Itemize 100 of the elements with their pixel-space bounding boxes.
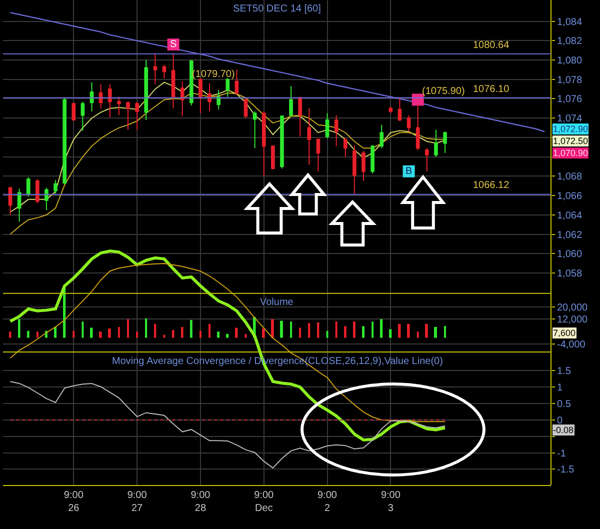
bar: [27, 330, 30, 338]
candlestick: [54, 180, 58, 194]
y-tick-label: 1,064: [557, 210, 582, 222]
candlestick: [424, 148, 429, 172]
bar: [108, 328, 111, 338]
candlestick: [17, 188, 22, 222]
y3-tick-label: 1.5: [557, 366, 572, 378]
bar: [145, 318, 148, 338]
candlestick: [280, 114, 284, 169]
candlestick: [398, 97, 402, 122]
bar: [90, 328, 93, 338]
annotation: (1075.90): [422, 86, 465, 97]
candlestick: [180, 80, 184, 117]
candlestick: [126, 101, 130, 130]
bar: [235, 328, 238, 338]
text: 1,072.50: [553, 136, 588, 146]
bar: [118, 326, 120, 338]
bar: [36, 332, 38, 338]
y-tick-label: 1,066: [557, 191, 582, 202]
candlestick: [198, 78, 202, 114]
bar: [82, 322, 84, 338]
candlestick: [262, 110, 266, 177]
candlestick: [443, 131, 447, 154]
candlestick: [307, 108, 312, 166]
bar: [271, 319, 274, 338]
y-tick-label: 1,068: [557, 172, 582, 183]
bar: [372, 322, 374, 338]
bar: [262, 328, 265, 338]
data-label: S: [170, 39, 177, 50]
bar: [181, 326, 184, 338]
y2-tick-label: -4,000: [557, 339, 586, 350]
y-tick-label: 1,060: [557, 249, 582, 260]
candlestick: [316, 138, 320, 172]
line-series: [10, 263, 446, 422]
bar: [280, 320, 283, 338]
candlestick: [171, 52, 176, 109]
bar: [208, 324, 211, 338]
bar: [380, 319, 383, 338]
bar: [226, 334, 229, 338]
y-tick-label: 1,080: [557, 56, 582, 67]
bar: [172, 330, 174, 338]
bar: [299, 328, 302, 338]
candlestick: [406, 114, 411, 132]
y3-tick-label: 0: [557, 415, 563, 426]
y-tick-label: 1,078: [557, 74, 582, 86]
ref-line-label: 1066.12: [473, 180, 510, 191]
candlestick: [62, 97, 67, 184]
candlestick: [216, 90, 220, 110]
candlestick: [370, 144, 374, 174]
bar: [326, 330, 328, 338]
bar: [72, 330, 75, 338]
x-tick-label: 9:00 26: [64, 490, 84, 514]
candlestick: [8, 186, 12, 216]
y-tick-label: 1,084: [557, 16, 582, 28]
candlestick: [289, 86, 293, 117]
ref-line-label: 1076.10: [473, 84, 510, 95]
candlestick: [226, 78, 230, 98]
bar: [407, 324, 410, 338]
text: 7,600: [553, 328, 576, 338]
bar: [444, 326, 446, 338]
candlestick: [325, 112, 330, 139]
y-tick-label: 1,058: [557, 268, 582, 280]
bar: [308, 323, 310, 338]
x-tick-label: 9:00 27: [127, 490, 148, 514]
y2-tick-label: 20,000: [557, 302, 588, 314]
bar: [317, 322, 320, 338]
candlestick: [362, 150, 366, 182]
y3-tick-label: -1.5: [557, 464, 575, 476]
bar: [353, 322, 356, 338]
candlestick: [352, 144, 356, 196]
bar: [244, 334, 247, 338]
x-tick-label: 9:00 3: [380, 490, 401, 514]
candlestick: [44, 187, 48, 211]
bar: [398, 324, 401, 338]
candlestick: [26, 176, 30, 198]
candlestick: [117, 96, 121, 116]
candlestick: [343, 138, 348, 158]
candlestick: [153, 52, 158, 85]
candlestick: [189, 60, 194, 106]
bar: [416, 332, 419, 338]
y2-tick-label: 12,000: [557, 314, 588, 326]
bar: [99, 332, 102, 338]
candlestick: [388, 106, 393, 114]
candlestick: [72, 102, 76, 121]
candlestick: [108, 84, 112, 118]
bar: [434, 326, 437, 338]
line-series: [8, 250, 447, 442]
candlestick: [252, 110, 257, 149]
candlestick: [434, 129, 438, 158]
x-tick-label: 9:00 2: [318, 490, 338, 514]
bar: [217, 332, 220, 338]
y-tick-label: 1,082: [557, 36, 582, 48]
y-tick-label: 1,076: [557, 94, 582, 106]
bar: [335, 322, 338, 338]
candlestick: [298, 97, 302, 137]
bar: [127, 319, 129, 338]
candlestick: [416, 104, 420, 151]
bar: [362, 326, 364, 338]
text: -0.08: [553, 425, 574, 435]
x-tick-label: 9:00 Dec: [254, 490, 274, 514]
